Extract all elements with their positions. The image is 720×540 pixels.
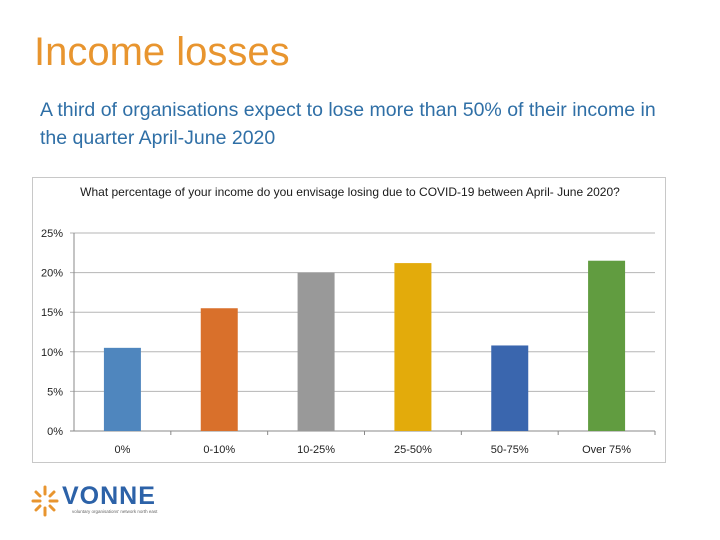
bar xyxy=(588,260,626,431)
x-tick-label: 0-10% xyxy=(203,444,235,456)
bar xyxy=(297,272,335,431)
x-tick-label: 25-50% xyxy=(394,444,432,456)
y-tick-label: 5% xyxy=(47,386,63,398)
x-tick-label: Over 75% xyxy=(582,444,631,456)
chart-title: What percentage of your income do you en… xyxy=(80,185,620,199)
logo-name: VONNE xyxy=(62,482,156,510)
vonne-logo: VONNE voluntary organisations' network n… xyxy=(30,482,180,522)
bar xyxy=(103,347,141,431)
starburst-icon xyxy=(31,485,59,517)
y-tick-label: 25% xyxy=(41,228,63,240)
logo-tagline: voluntary organisations' network north e… xyxy=(72,509,158,514)
y-tick-label: 20% xyxy=(41,268,63,280)
y-tick-label: 15% xyxy=(41,307,63,319)
x-tick-label: 0% xyxy=(114,444,130,456)
bar xyxy=(491,345,529,431)
x-tick-label: 10-25% xyxy=(297,444,335,456)
y-tick-label: 0% xyxy=(47,426,63,438)
x-tick-label: 50-75% xyxy=(491,444,529,456)
slide-title: Income losses xyxy=(34,30,290,74)
bar xyxy=(200,308,238,431)
slide-subtitle: A third of organisations expect to lose … xyxy=(40,99,656,149)
bar xyxy=(394,263,432,431)
y-tick-label: 10% xyxy=(41,347,63,359)
